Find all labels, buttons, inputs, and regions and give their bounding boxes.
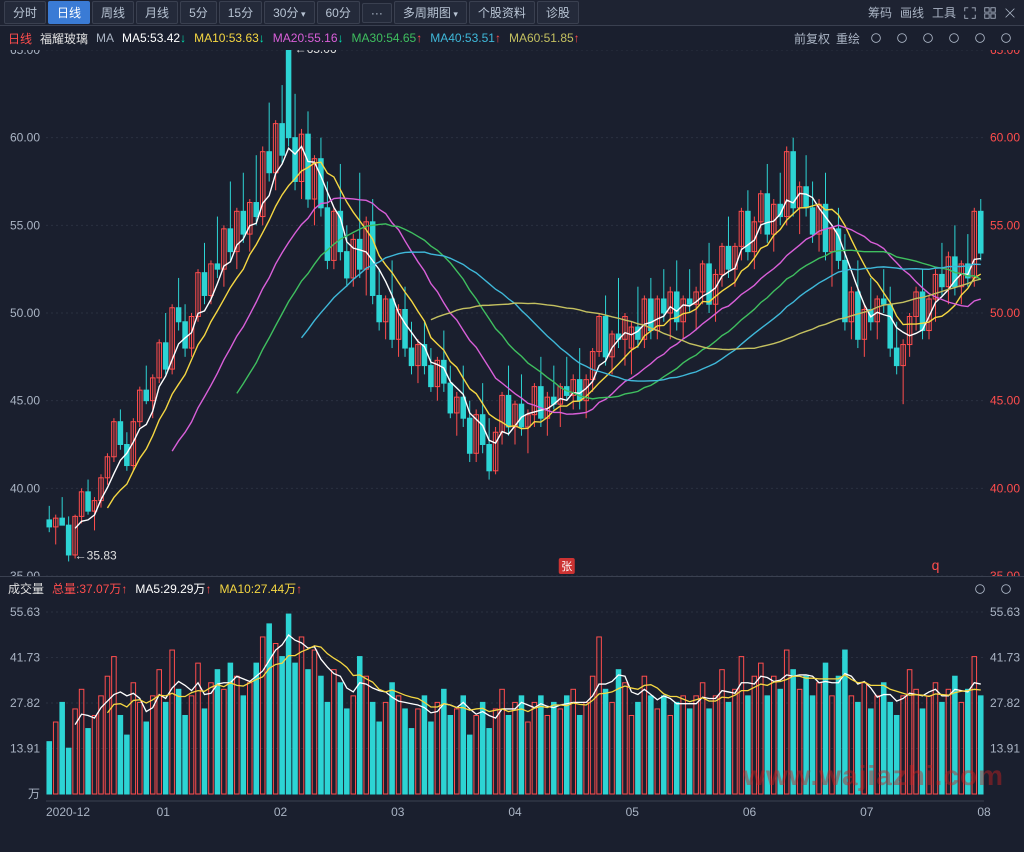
indicator-row: 日线福耀玻璃 MA MA5:53.42 MA10:53.63 MA20:55.16 MA3… <box>0 26 1024 50</box>
svg-text:50.00: 50.00 <box>10 306 40 320</box>
svg-text:13.91: 13.91 <box>10 741 40 755</box>
vol-label: MA5:29.29万 <box>135 580 211 597</box>
lock-icon[interactable] <box>867 29 885 47</box>
svg-text:13.91: 13.91 <box>990 741 1020 755</box>
volume-header-row: 成交量总量:37.07万 MA5:29.29万 MA10:27.44万 <box>0 576 1024 600</box>
svg-text:45.00: 45.00 <box>990 394 1020 408</box>
svg-text:27.82: 27.82 <box>10 696 40 710</box>
timeframe-···[interactable]: ··· <box>362 3 392 23</box>
toolbar-rtext-筹码[interactable]: 筹码 <box>868 4 892 21</box>
svg-text:41.73: 41.73 <box>990 650 1020 664</box>
svg-text:万: 万 <box>28 787 40 800</box>
price-chart[interactable]: 35.00 35.00 40.00 40.00 45.00 45.00 50.00 50.00… <box>0 50 1024 576</box>
x-axis: 2020-12 01 02 03 04 05 06 07 08 <box>0 800 1024 822</box>
indic-right-前复权[interactable]: 前复权 <box>794 30 830 47</box>
svg-text:65.00: 65.00 <box>10 50 40 57</box>
svg-text:←65.06: ←65.06 <box>295 50 337 56</box>
ma-MA10: MA10:53.63 <box>194 31 265 45</box>
timeframe-月线[interactable]: 月线 <box>136 1 178 24</box>
svg-text:27.82: 27.82 <box>990 696 1020 710</box>
svg-text:40.00: 40.00 <box>10 481 40 495</box>
svg-text:60.00: 60.00 <box>990 131 1020 145</box>
top-toolbar: 分时日线周线月线5分15分30分60分···多周期图个股资料诊股 筹码画线工具 <box>0 0 1024 26</box>
vol-close-icon[interactable] <box>997 580 1015 598</box>
svg-text:←35.83: ←35.83 <box>75 548 117 562</box>
refresh-icon[interactable] <box>893 29 911 47</box>
vol-gear-icon[interactable] <box>971 580 989 598</box>
timeframe-诊股[interactable]: 诊股 <box>537 1 579 24</box>
timeframe-60分[interactable]: 60分 <box>317 1 360 24</box>
grid-icon[interactable] <box>981 4 999 22</box>
vol-label: MA10:27.44万 <box>219 580 302 597</box>
svg-text:65.00: 65.00 <box>990 50 1020 57</box>
ma-MA40: MA40:53.51 <box>430 31 501 45</box>
minus-icon[interactable] <box>971 29 989 47</box>
timeframe-5分[interactable]: 5分 <box>180 1 217 24</box>
svg-text:41.73: 41.73 <box>10 650 40 664</box>
svg-text:04: 04 <box>508 805 522 819</box>
toolbar-rtext-工具[interactable]: 工具 <box>932 4 956 21</box>
svg-text:35.00: 35.00 <box>10 569 40 576</box>
svg-text:55.00: 55.00 <box>990 218 1020 232</box>
svg-text:45.00: 45.00 <box>10 394 40 408</box>
ma-MA20: MA20:55.16 <box>273 31 344 45</box>
svg-text:06: 06 <box>743 805 757 819</box>
plus-icon[interactable] <box>945 29 963 47</box>
svg-text:07: 07 <box>860 805 874 819</box>
svg-text:张: 张 <box>561 560 572 573</box>
svg-text:03: 03 <box>391 805 405 819</box>
ind-label: MA <box>96 31 114 45</box>
ind-label: 日线 <box>8 30 32 47</box>
toolbar-rtext-画线[interactable]: 画线 <box>900 4 924 21</box>
full-icon[interactable] <box>997 29 1015 47</box>
volume-chart[interactable]: 13.91 13.91 27.82 27.82 41.73 41.73 55.63 55.63… <box>0 600 1024 800</box>
svg-text:35.00: 35.00 <box>990 569 1020 576</box>
svg-text:55.63: 55.63 <box>10 605 40 619</box>
vol-label: 总量:37.07万 <box>52 580 127 597</box>
ma-MA60: MA60:51.85 <box>509 31 580 45</box>
timeframe-多周期图[interactable]: 多周期图 <box>394 1 467 24</box>
timeframe-周线[interactable]: 周线 <box>92 1 134 24</box>
indic-right-重绘[interactable]: 重绘 <box>836 30 860 47</box>
svg-text:2020-12: 2020-12 <box>46 805 90 819</box>
vol-label: 成交量 <box>8 580 44 597</box>
ma-MA30: MA30:54.65 <box>352 31 423 45</box>
timeframe-30分[interactable]: 30分 <box>264 1 314 24</box>
timeframe-个股资料[interactable]: 个股资料 <box>469 1 535 24</box>
ind-label: 福耀玻璃 <box>40 30 88 47</box>
svg-text:q: q <box>932 557 940 573</box>
undo-icon[interactable] <box>919 29 937 47</box>
expand-icon[interactable] <box>961 4 979 22</box>
ma-MA5: MA5:53.42 <box>122 31 186 45</box>
svg-text:50.00: 50.00 <box>990 306 1020 320</box>
svg-text:01: 01 <box>157 805 171 819</box>
svg-text:05: 05 <box>626 805 640 819</box>
close-icon[interactable] <box>1001 4 1019 22</box>
svg-text:55.63: 55.63 <box>990 605 1020 619</box>
svg-text:55.00: 55.00 <box>10 218 40 232</box>
svg-text:40.00: 40.00 <box>990 481 1020 495</box>
svg-text:60.00: 60.00 <box>10 131 40 145</box>
svg-text:02: 02 <box>274 805 288 819</box>
timeframe-分时[interactable]: 分时 <box>4 1 46 24</box>
timeframe-日线[interactable]: 日线 <box>48 1 90 24</box>
timeframe-15分[interactable]: 15分 <box>219 1 262 24</box>
svg-text:08: 08 <box>977 805 991 819</box>
